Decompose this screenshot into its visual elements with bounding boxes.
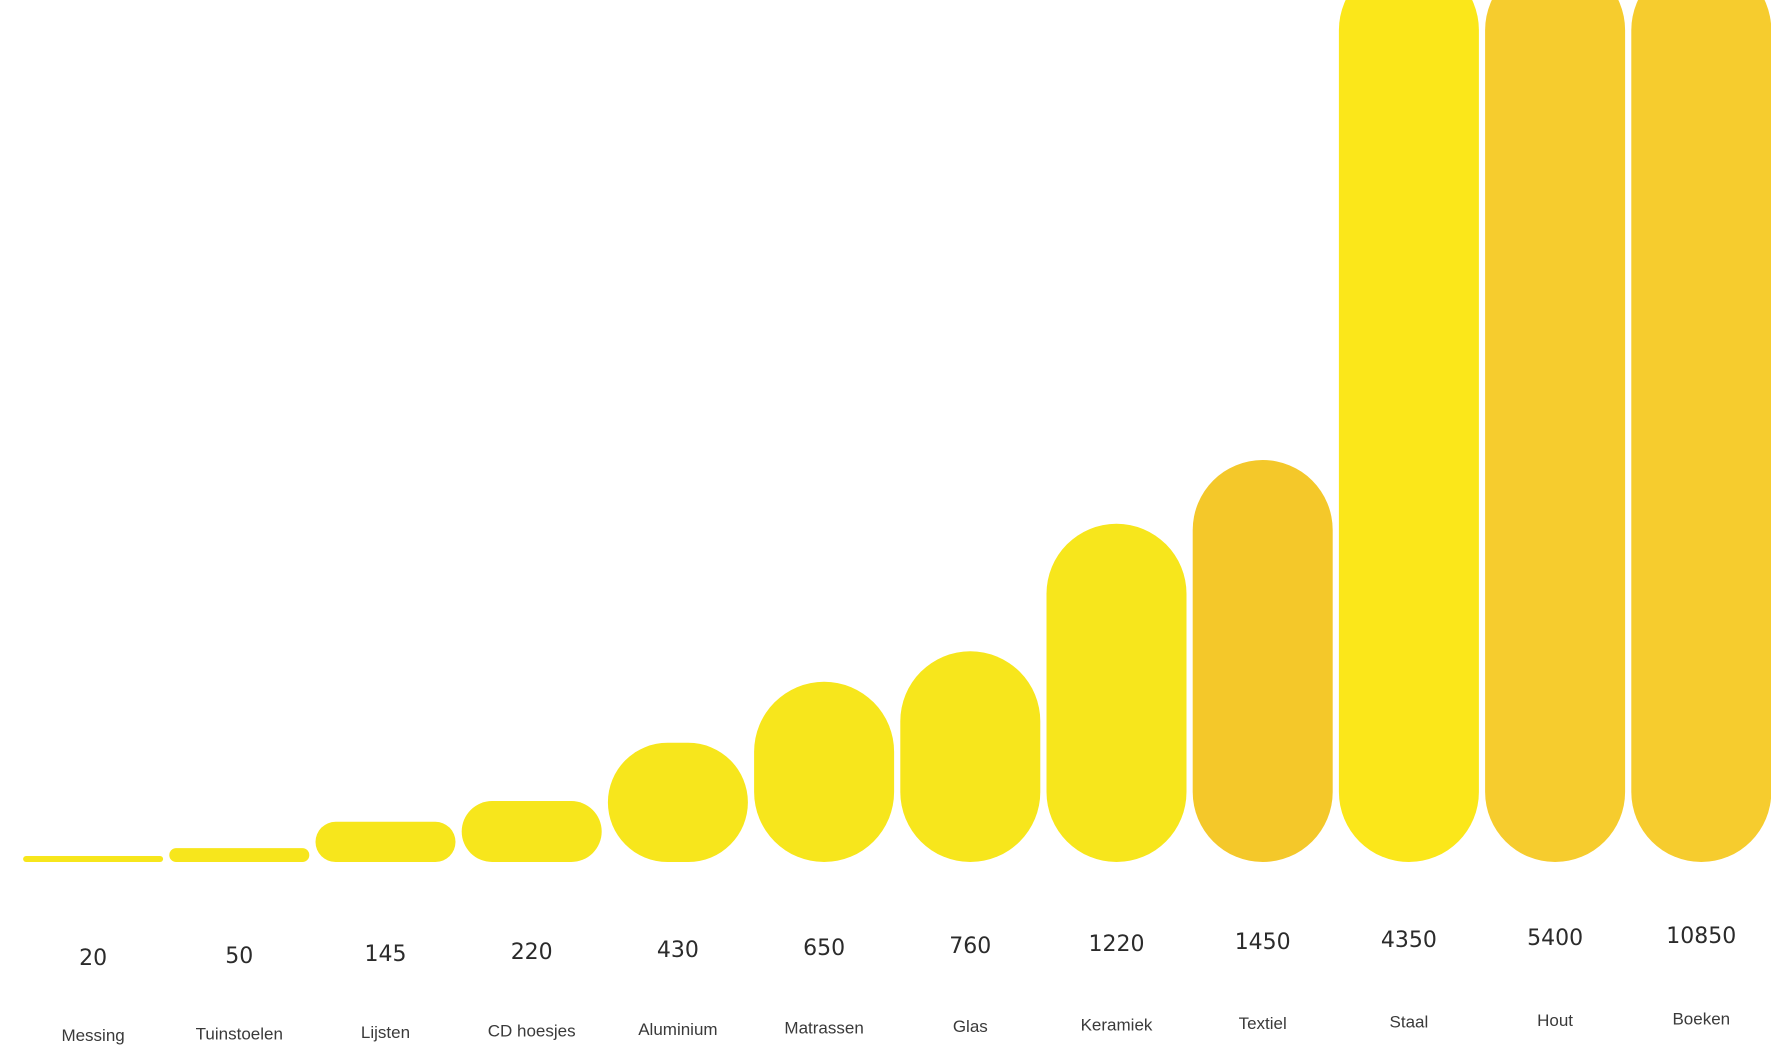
category-label-messing: Messing [61,1026,124,1045]
bar-hout [1485,0,1626,862]
value-label-cd-hoesjes: 220 [511,940,553,965]
bar-staal [1338,0,1479,862]
category-label-staal: Staal [1390,1013,1429,1032]
bar-matrassen [754,681,895,862]
category-label-matrassen: Matrassen [784,1019,863,1038]
bar-glas [900,651,1041,862]
category-label-lijsten: Lijsten [361,1023,410,1042]
bar-keramiek [1046,523,1187,862]
bar-messing [23,856,164,862]
category-label-tuinstoelen: Tuinstoelen [196,1025,283,1044]
bar-textiel [1192,460,1333,862]
value-label-textiel: 1450 [1235,930,1291,955]
bar-lijsten [315,821,456,862]
category-label-textiel: Textiel [1239,1014,1287,1033]
value-label-keramiek: 1220 [1089,932,1145,957]
category-label-aluminium: Aluminium [638,1020,717,1039]
bar-cd-hoesjes [461,801,602,862]
value-label-staal: 4350 [1381,928,1437,953]
category-labels-group: Messing Tuinstoelen Lijsten CD hoesjes Alumi… [61,1010,1730,1046]
value-labels-group: 20 50 145 220 430 650 760 1220 1450 4350 5400 10850 [79,924,1736,971]
value-label-aluminium: 430 [657,938,699,963]
value-label-glas: 760 [949,934,991,959]
value-label-tuinstoelen: 50 [225,944,253,969]
category-label-boeken: Boeken [1672,1010,1730,1029]
value-label-messing: 20 [79,946,107,971]
bar-tuinstoelen [169,848,310,862]
category-label-cd-hoesjes: CD hoesjes [488,1022,576,1041]
category-label-hout: Hout [1537,1011,1573,1030]
value-label-matrassen: 650 [803,936,845,961]
bar-aluminium [607,742,748,862]
category-label-keramiek: Keramiek [1081,1016,1153,1035]
value-label-lijsten: 145 [365,942,407,967]
bars-group [23,0,1771,862]
bar-boeken [1631,0,1771,862]
value-label-hout: 5400 [1527,926,1583,951]
category-label-glas: Glas [953,1017,988,1036]
value-label-boeken: 10850 [1666,924,1736,949]
